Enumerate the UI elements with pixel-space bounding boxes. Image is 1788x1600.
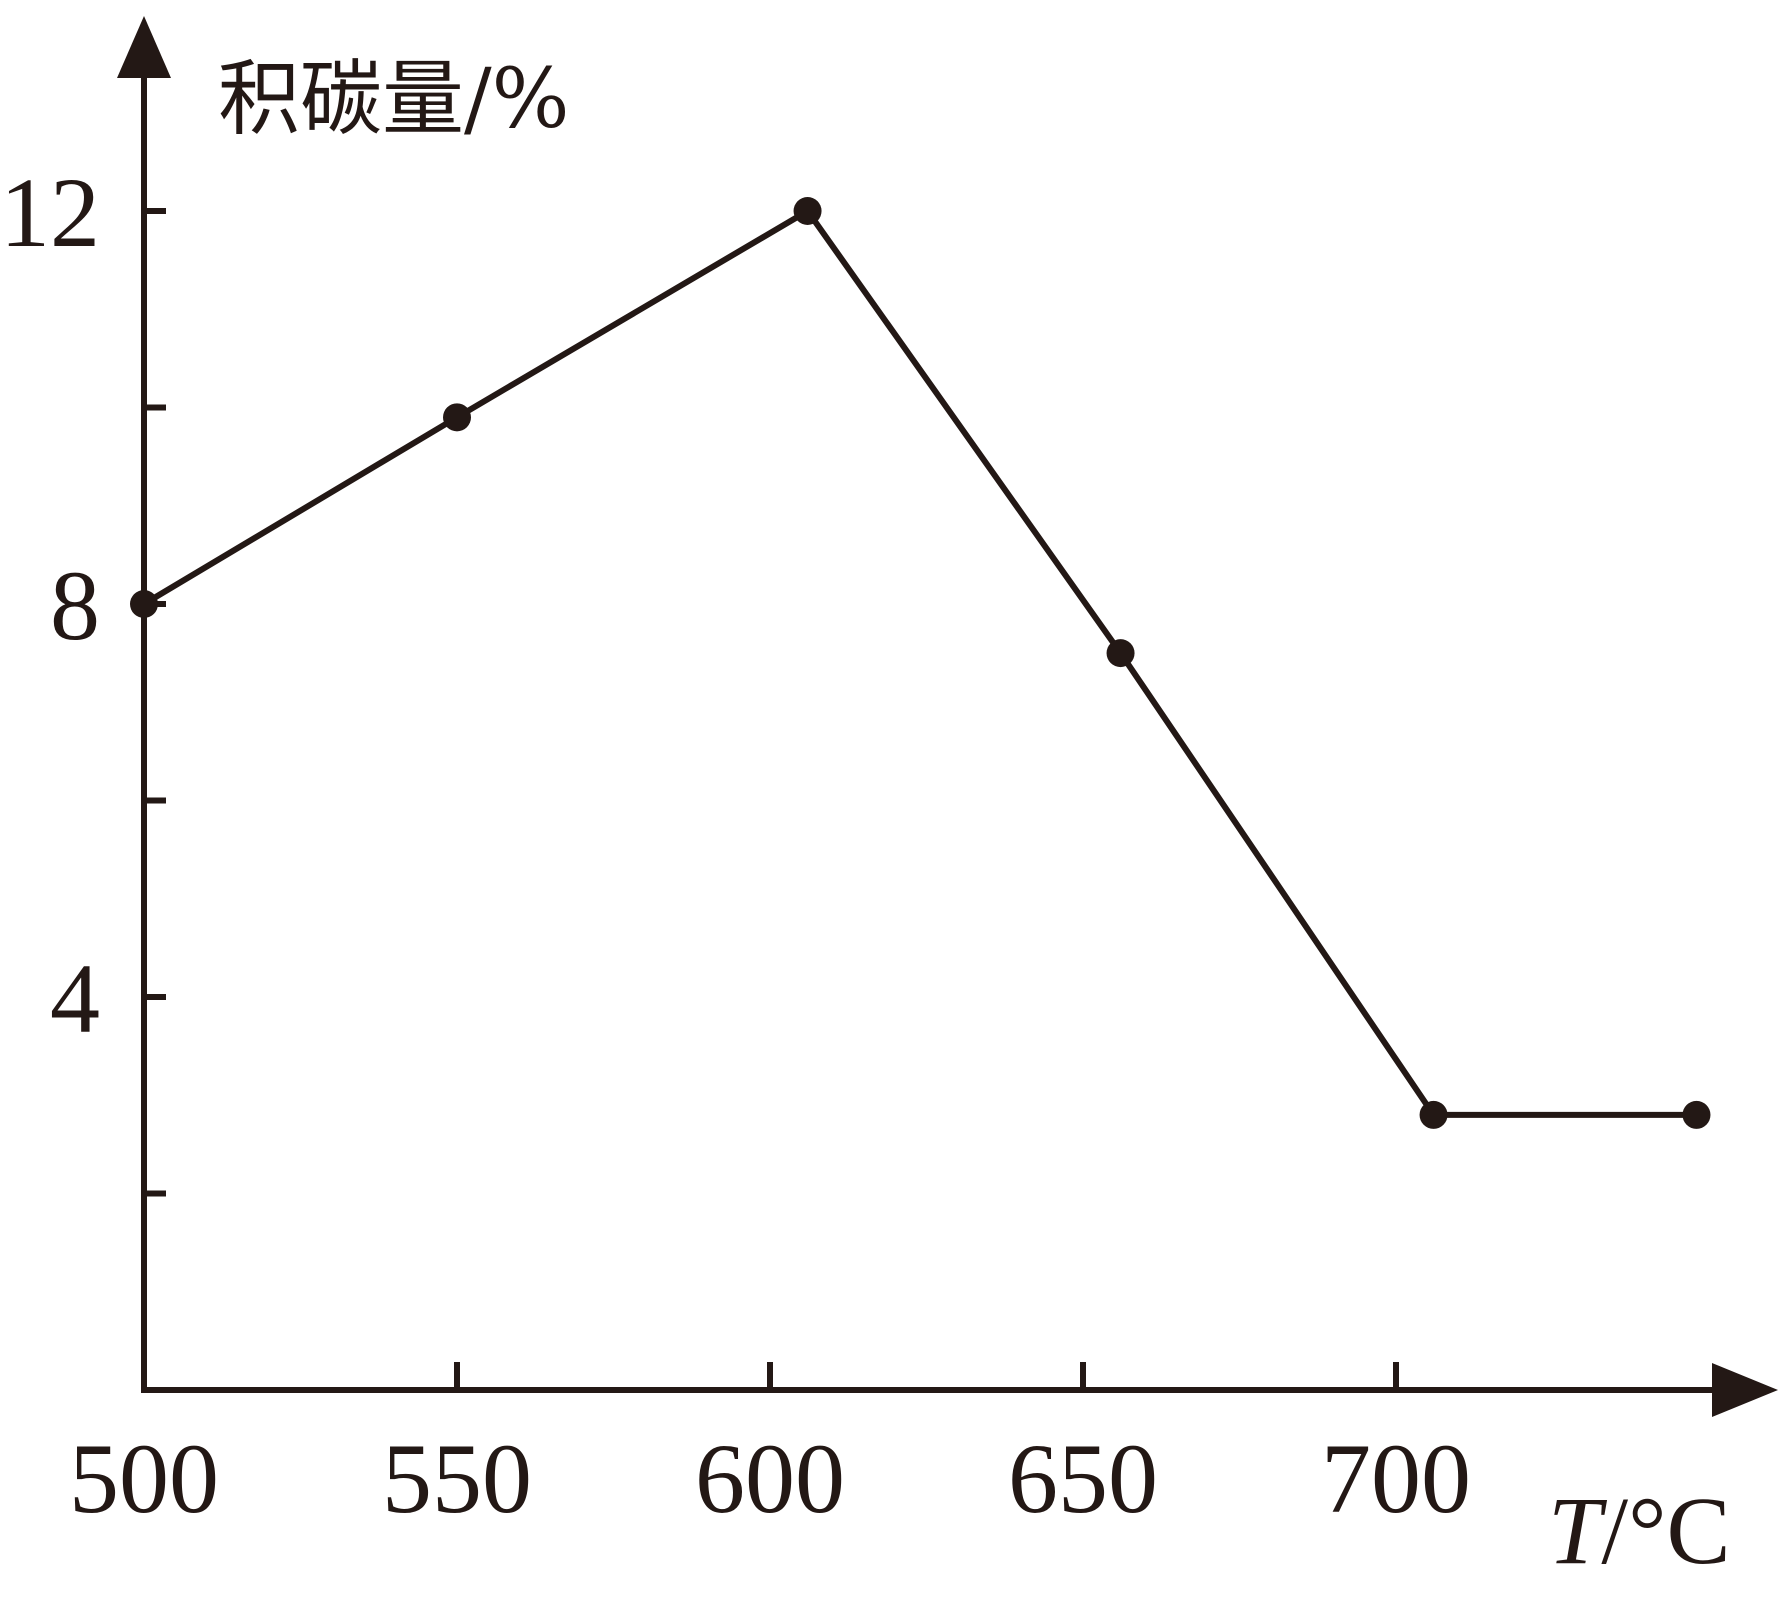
x-tick-label: 650	[1008, 1423, 1158, 1534]
y-axis-title: 积碳量/%	[218, 52, 570, 147]
series-line	[142, 207, 1697, 1118]
x-axis-arrow	[1712, 1363, 1778, 1417]
data-point	[1682, 1100, 1711, 1129]
data-point	[443, 403, 471, 432]
data-point	[1419, 1100, 1448, 1129]
x-tick-label: 550	[382, 1423, 532, 1534]
data-point	[793, 197, 822, 225]
y-tick-label: 4	[50, 943, 100, 1054]
x-tick-label: 600	[695, 1423, 845, 1534]
axes	[117, 16, 1778, 1417]
tick-labels: 4 8 12 500 550 600 650 700	[0, 157, 1471, 1534]
axis-titles: 积碳量/% T/°C	[218, 52, 1730, 1584]
ticks	[144, 208, 1399, 1390]
x-tick-label: 700	[1321, 1423, 1471, 1534]
y-axis-arrow	[117, 16, 171, 78]
y-tick-label: 12	[0, 157, 100, 268]
data-point	[1106, 639, 1135, 668]
series	[130, 197, 1711, 1129]
x-axis-title-unit: /°C	[1601, 1477, 1730, 1584]
x-axis-title: T/°C	[1548, 1477, 1730, 1584]
y-tick-label: 8	[50, 550, 100, 661]
data-point	[130, 590, 158, 618]
x-tick-label: 500	[69, 1423, 219, 1534]
x-axis-title-variable: T	[1548, 1477, 1608, 1584]
